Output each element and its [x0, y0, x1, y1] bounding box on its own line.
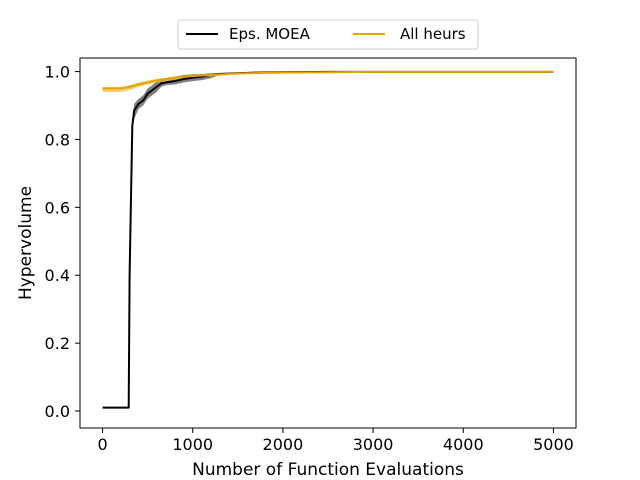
series-line-0	[102, 70, 554, 409]
legend-label-0: Eps. MOEA	[229, 25, 311, 43]
x-axis-label: Number of Function Evaluations	[192, 460, 464, 480]
y-axis-ticks: 0.0 0.2 0.4 0.6 0.8 1.0	[45, 63, 80, 421]
plot-area-frame	[79, 57, 577, 429]
y-tick-label: 0.8	[45, 130, 70, 149]
y-tick-label: 0.6	[45, 198, 70, 217]
legend-box	[177, 19, 479, 50]
legend: Eps. MOEA All heurs	[177, 19, 479, 50]
confidence-bands	[102, 71, 554, 408]
band-0	[102, 71, 554, 408]
x-tick-label: 4000	[443, 435, 484, 454]
x-tick-label: 2000	[263, 435, 304, 454]
y-tick-label: 0.0	[45, 402, 70, 421]
x-tick-label: 1000	[172, 435, 213, 454]
y-tick-label: 0.2	[45, 334, 70, 353]
y-tick-label: 1.0	[45, 63, 70, 82]
series-lines	[102, 70, 554, 409]
x-tick-label: 0	[97, 435, 107, 454]
y-tick-label: 0.4	[45, 266, 70, 285]
y-axis-label: Hypervolume	[16, 186, 36, 300]
x-axis-ticks: 0 1000 2000 3000 4000 5000	[97, 428, 574, 454]
legend-label-1: All heurs	[400, 25, 466, 43]
x-tick-label: 5000	[533, 435, 574, 454]
x-tick-label: 3000	[353, 435, 394, 454]
series-line-1	[102, 70, 554, 90]
